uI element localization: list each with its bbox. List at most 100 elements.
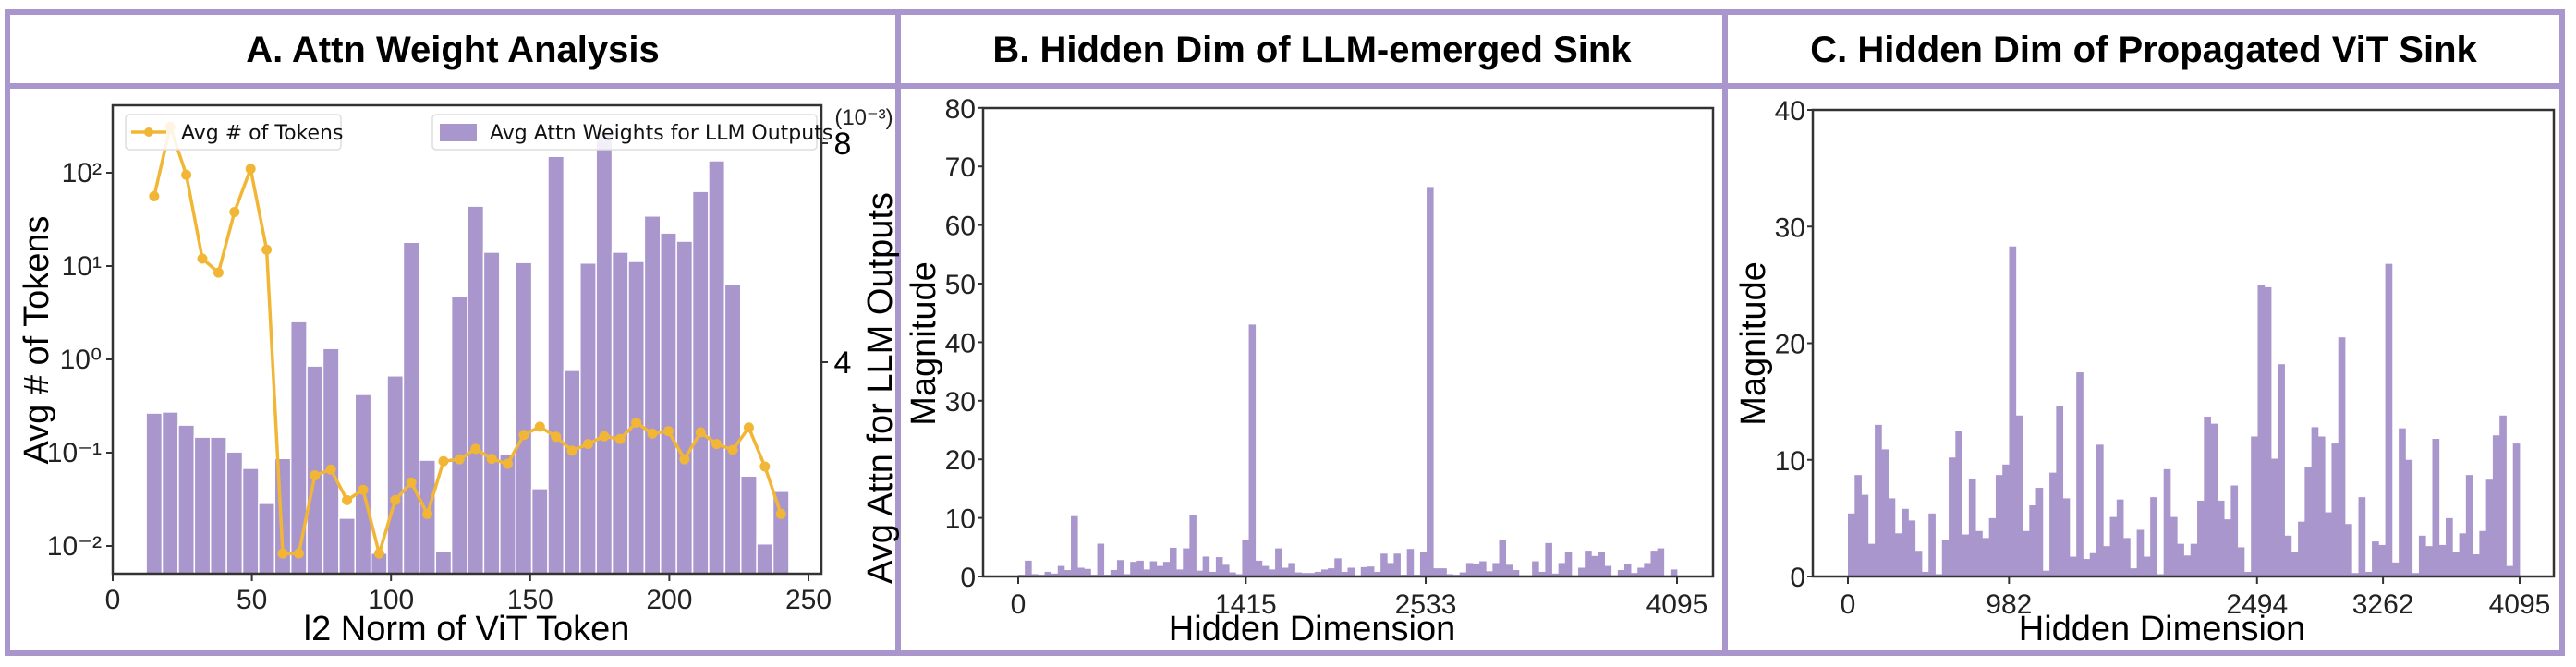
panel-a-bar [354, 394, 372, 575]
panel-c-bar [1875, 424, 1882, 576]
panel-b-bar [1320, 569, 1329, 576]
panel-b-bar [1189, 515, 1197, 576]
panel-b-bar [1307, 573, 1316, 576]
panel-c-bar [2136, 529, 2145, 576]
y-tick-label: 0 [1790, 563, 1805, 593]
panel-c-chart: 0 982 2494 3262 4095 0 10 20 30 40 Hidden Dimens… [1734, 96, 2556, 649]
panel-b-bar [1564, 552, 1573, 576]
x-tick-label: 2533 [1395, 589, 1457, 620]
panel-b-bar [1110, 570, 1118, 576]
panel-c-bar [2290, 552, 2299, 576]
panel-a-bar [402, 241, 420, 575]
panel-c-bar [2399, 428, 2406, 576]
panel-a-bar [660, 232, 677, 575]
panel-c-bar [2197, 500, 2205, 576]
panel-b-bar [1209, 571, 1217, 576]
panel-a-x-label: l2 Norm of ViT Token [304, 610, 630, 649]
panel-c-bars [1848, 246, 2521, 576]
panel-b-bar [1637, 567, 1645, 576]
panel-c-x-ticks: 0 982 2494 3262 4095 [1841, 576, 2550, 620]
x-tick-label: 0 [1011, 589, 1027, 620]
y-tick-label: 60 [945, 212, 976, 242]
panel-b-y-label: Magnitude [905, 261, 943, 425]
panel-c-bar [2157, 574, 2165, 576]
panel-c-bar [2492, 435, 2500, 576]
panel-a-bar [306, 365, 324, 575]
panel-b-bar [1063, 570, 1072, 576]
panel-b-bar [1558, 563, 1566, 576]
panel-c-y-label: Magnitude [1734, 261, 1773, 425]
panel-b-bar [1617, 570, 1625, 576]
panel-b-bar [1077, 567, 1085, 576]
panel-c-bar [2210, 423, 2218, 576]
panel-a-marker [277, 548, 288, 559]
panel-b-bar [1261, 565, 1270, 576]
panel-b-bar [1472, 564, 1480, 576]
panel-a-bar [547, 155, 565, 575]
y-tick-label: 10 [945, 504, 976, 535]
panel-a-y-ticks-left: 10² 10¹ 10⁰ 10⁻¹ 10⁻² [47, 158, 113, 562]
panel-c-bar [1935, 574, 1943, 576]
panel-c-bar [1921, 571, 1929, 576]
panel-c-bar [2042, 570, 2050, 576]
panel-a-x-ticks: 0 50 100 150 200 250 [105, 574, 832, 615]
panel-c-bar [2015, 415, 2023, 576]
panel-a-marker [181, 169, 192, 180]
panel-c-bar [2311, 427, 2319, 576]
panel-c-bar [1861, 494, 1869, 576]
panel-a-marker [775, 508, 786, 519]
panel-c-bar [2344, 524, 2352, 576]
panel-c-bar [2479, 530, 2487, 576]
panel-a-plot-area [111, 103, 823, 576]
panel-c-bar [2446, 517, 2453, 576]
panel-b-bar [1044, 571, 1052, 576]
panel-b-bar [1248, 324, 1257, 576]
panel-a-marker [695, 427, 706, 438]
panel-c-bar [2338, 337, 2346, 576]
panel-a-bar [563, 370, 581, 575]
panel-b-bar [1314, 571, 1322, 576]
panel-a-marker [503, 458, 514, 469]
panel-a-marker [229, 206, 240, 217]
panel-c-bar [2364, 571, 2373, 576]
panel-c-bar [1941, 540, 1950, 576]
panel-b-bar [1334, 558, 1342, 576]
panel-a-bar [386, 375, 405, 575]
panel-b-bar [1124, 574, 1131, 576]
panel-a-marker [727, 444, 738, 455]
panel-b-bar [1071, 515, 1078, 576]
panel-b-bar [1538, 571, 1546, 576]
panel-b-x-ticks: 0 1415 2533 4095 [1011, 576, 1707, 620]
panel-c-bar [2358, 497, 2366, 576]
panel-a-bar [723, 283, 742, 575]
panel-c-bar [2452, 552, 2460, 576]
panel-b-bar [1631, 573, 1638, 576]
panel-b-bar [1176, 569, 1184, 576]
panel-a-legend-bar: Avg Attn Weights for LLM Outputs [431, 114, 832, 151]
panel-b-bar [1057, 565, 1065, 576]
panel-b-bar [1604, 565, 1612, 576]
panel-a-bar [611, 251, 629, 575]
panel-c-bar [2103, 546, 2110, 576]
panel-c-plot-area [1811, 108, 2556, 578]
panel-b-bar [1242, 540, 1249, 576]
panel-b-bar [1512, 570, 1520, 576]
panel-b-bar [1532, 561, 1539, 576]
panel-a-y-label-left: Avg # of Tokens [18, 215, 56, 464]
panel-a-bar [739, 475, 758, 575]
panel-c-bar [2109, 516, 2118, 576]
panel-b-bar [1387, 563, 1394, 576]
panel-c-bar [2163, 468, 2171, 576]
panel-c-bar [2130, 568, 2138, 576]
panel-c-bar [2473, 554, 2480, 576]
x-tick-label: 0 [1841, 589, 1856, 620]
panel-c-bar [2076, 372, 2084, 576]
panel-a-marker [566, 445, 577, 456]
panel-b-bar [1406, 549, 1415, 576]
panel-a-bar [258, 503, 276, 575]
panel-c-x-label: Hidden Dimension [2019, 610, 2306, 649]
panel-c-bar [2083, 559, 2091, 576]
panel-a-marker [438, 455, 449, 467]
panel-b-bar [1143, 569, 1150, 576]
panel-b-bar [1347, 567, 1355, 576]
